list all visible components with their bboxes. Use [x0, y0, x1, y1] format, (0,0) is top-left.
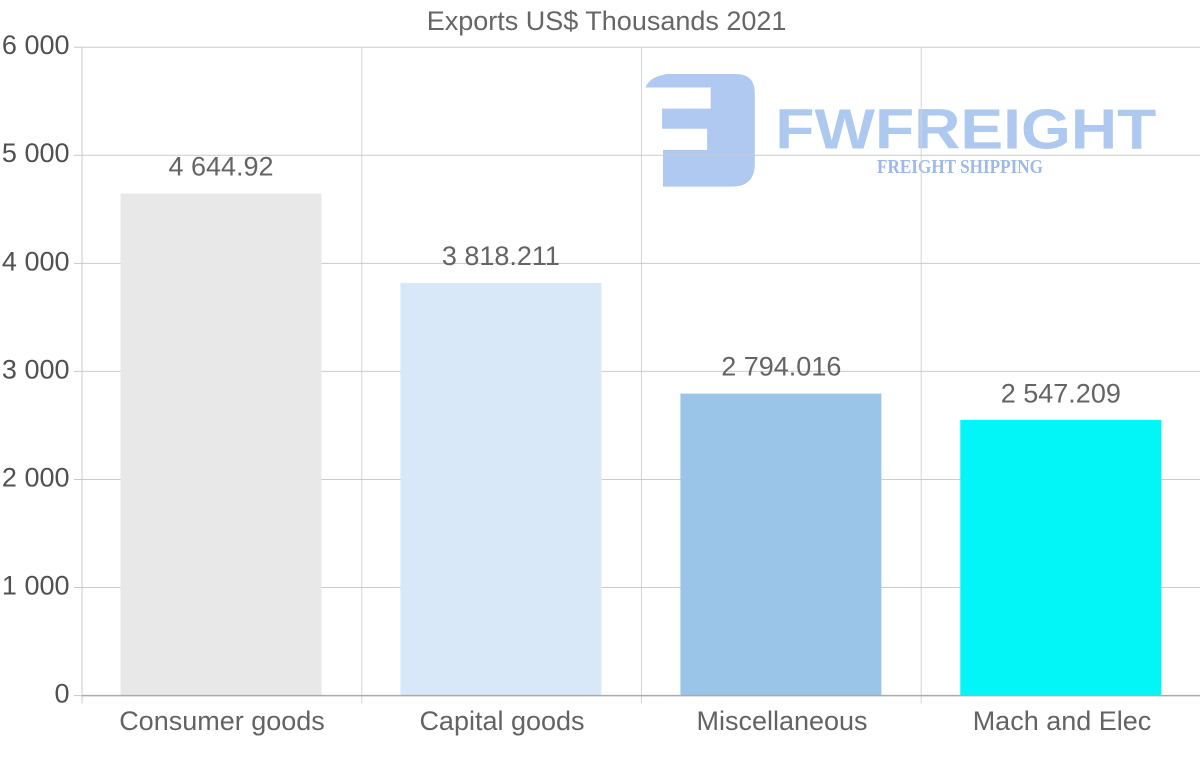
svg-text:2 794.016: 2 794.016	[721, 352, 841, 382]
svg-text:Miscellaneous: Miscellaneous	[696, 706, 867, 736]
svg-text:3 818.211: 3 818.211	[442, 241, 560, 271]
svg-text:Mach and Elec: Mach and Elec	[973, 706, 1152, 736]
svg-text:2 547.209: 2 547.209	[1001, 378, 1121, 408]
svg-text:4 644.92: 4 644.92	[168, 152, 273, 182]
svg-text:1 000: 1 000	[2, 570, 70, 600]
svg-text:4 000: 4 000	[2, 246, 70, 276]
svg-text:0: 0	[54, 679, 69, 709]
svg-text:FWFREIGHT: FWFREIGHT	[775, 97, 1156, 161]
svg-text:6 000: 6 000	[2, 30, 70, 60]
svg-text:5 000: 5 000	[2, 138, 70, 168]
svg-text:Capital goods: Capital goods	[419, 706, 584, 736]
svg-text:Consumer goods: Consumer goods	[119, 706, 325, 736]
svg-text:FREIGHT SHIPPING: FREIGHT SHIPPING	[877, 156, 1043, 178]
svg-text:3 000: 3 000	[2, 354, 70, 384]
svg-text:Exports US$ Thousands 2021: Exports US$ Thousands 2021	[427, 6, 787, 36]
svg-text:2 000: 2 000	[2, 462, 70, 492]
